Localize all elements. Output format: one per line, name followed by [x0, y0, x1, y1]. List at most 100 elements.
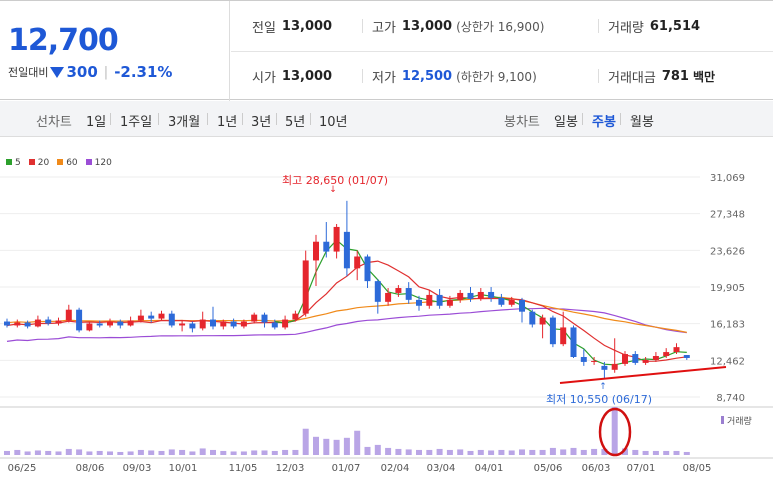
volume-bar [436, 448, 443, 455]
candle-chart-tab[interactable]: 봉차트 [504, 115, 540, 130]
candle-body [364, 256, 371, 282]
high-label: 고가 [372, 20, 396, 36]
volume-bar [45, 450, 52, 455]
volume-label: 거래량 [727, 415, 752, 427]
volume-bar [343, 437, 350, 455]
candle-body [220, 321, 227, 327]
x-tick-label: 07/01 [627, 463, 656, 474]
open-value: 13,000 [281, 68, 333, 84]
lower-limit: (하한가 9,100) [456, 69, 537, 84]
x-tick-label: 05/06 [534, 463, 563, 474]
tab-monthly[interactable]: 월봉 [630, 115, 654, 130]
row-divider [231, 51, 773, 52]
volume-bar [549, 447, 556, 455]
legend-ma20: 20 [28, 158, 49, 168]
candle-body [405, 288, 412, 300]
volume-bar [446, 449, 453, 455]
x-tick-label: 10/01 [169, 463, 198, 474]
trend-line [559, 366, 727, 384]
divider [362, 19, 363, 33]
tab-1day[interactable]: 1일 [86, 115, 107, 130]
ma60-line [6, 296, 687, 333]
candle-body [498, 297, 505, 305]
candle-body [467, 292, 474, 299]
candle-body [374, 281, 381, 302]
candle-body [137, 315, 144, 321]
candle-body [107, 321, 113, 326]
candlestick-chart[interactable]: 31,069 27,348 23,626 19,905 16,183 12,462 8,74… [0, 137, 773, 483]
divider [158, 113, 159, 125]
volume-bar [488, 450, 495, 455]
volume-bar [673, 450, 680, 455]
volume-bar [76, 449, 83, 455]
volume-bar [240, 451, 247, 455]
highlight-circle [598, 407, 632, 457]
tab-daily[interactable]: 일봉 [554, 115, 578, 130]
volume-bar [405, 449, 412, 455]
volume-bar [364, 446, 371, 455]
volume-bar [395, 448, 402, 455]
tab-5year[interactable]: 5년 [285, 115, 306, 130]
candle-body [622, 354, 628, 364]
volume-bar [333, 439, 340, 455]
candle-body [148, 315, 155, 319]
candle-body [477, 291, 484, 299]
volume: 거래량 61,514 [608, 1, 700, 51]
volume-bar [230, 451, 237, 455]
tab-3year[interactable]: 3년 [251, 115, 272, 130]
candle-body [168, 313, 175, 326]
candle-body [663, 352, 670, 357]
candle-body [673, 347, 680, 353]
candle-body [488, 291, 495, 298]
high-value: 13,000 [401, 18, 453, 34]
volume-label: 거래량 [608, 20, 644, 36]
volume-bar [560, 449, 567, 455]
volume-bar [622, 448, 628, 455]
candle-body [426, 294, 433, 306]
x-tick-label: 09/03 [123, 463, 152, 474]
divider [110, 113, 111, 125]
volume-bar [663, 450, 670, 455]
divider [598, 19, 599, 33]
x-tick-label: 01/07 [332, 463, 361, 474]
candle-body [354, 256, 361, 269]
tab-3month[interactable]: 3개월 [168, 115, 201, 130]
volume-bar [179, 449, 186, 455]
candle-body [55, 320, 62, 324]
x-tick-label: 06/03 [582, 463, 611, 474]
tab-1year[interactable]: 1년 [217, 115, 238, 130]
candle-body [24, 322, 31, 327]
candle-body [446, 299, 453, 306]
down-triangle-icon [50, 66, 65, 78]
candle-body [570, 327, 577, 357]
candle-body [210, 319, 216, 327]
x-tick-label: 02/04 [381, 463, 410, 474]
candle-body [416, 299, 422, 306]
line-chart-tab[interactable]: 선차트 [36, 115, 72, 130]
y-tick-label: 31,069 [710, 173, 745, 184]
low-label: 저가 [372, 70, 396, 86]
volume-bars [4, 407, 690, 455]
price-box: 12,700 전일대비 300 | -2.31% [0, 1, 230, 101]
x-tick-label: 12/03 [276, 463, 305, 474]
prev-close: 전일 13,000 [252, 1, 332, 51]
volume-bar [591, 448, 598, 455]
tab-weekly[interactable]: 주봉 [592, 115, 616, 130]
candle-body [560, 327, 567, 345]
volume-bar [580, 449, 587, 455]
tab-1week[interactable]: 1주일 [120, 115, 153, 130]
up-arrow-icon: ↑ [599, 382, 607, 392]
candle-body [261, 314, 268, 323]
volume-bar [632, 449, 639, 455]
x-tick-label: 03/04 [427, 463, 456, 474]
volume-bar [189, 451, 196, 455]
volume-bar [220, 450, 227, 455]
y-tick-label: 27,348 [710, 210, 745, 221]
volume-bar [498, 449, 505, 455]
volume-bar [601, 448, 608, 455]
volume-bar [508, 450, 515, 455]
ma-legend: 5 20 60 120 [6, 158, 112, 168]
tab-10year[interactable]: 10년 [319, 115, 348, 130]
volume-bar [477, 449, 484, 455]
candle-body [282, 319, 289, 328]
